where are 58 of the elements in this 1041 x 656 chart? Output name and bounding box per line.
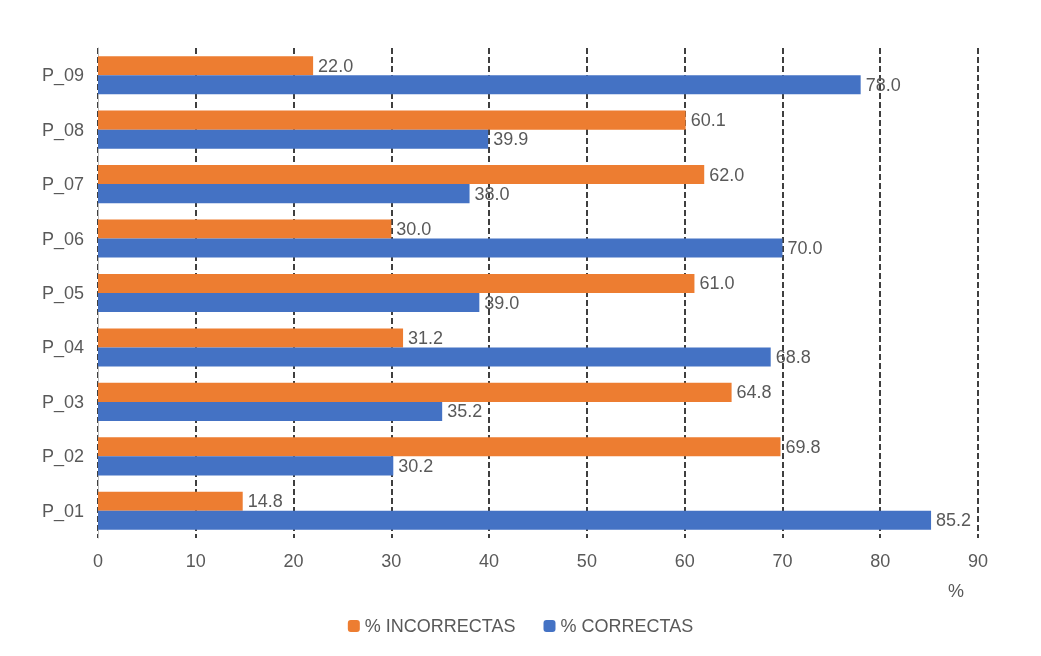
x-tick-label: 50 (576, 551, 597, 571)
data-label: 85.2 (936, 510, 972, 531)
data-label: 22.0 (318, 55, 354, 76)
data-label: 30.2 (398, 455, 434, 476)
x-tick-label: 90 (967, 551, 989, 571)
data-label: 30.0 (396, 219, 432, 240)
data-label: 61.0 (699, 273, 735, 294)
bar (98, 56, 314, 76)
x-tick-label: 20 (283, 551, 304, 571)
x-tick-label: 30 (381, 551, 402, 571)
x-axis-title: % (948, 581, 965, 601)
y-tick-label: P_01 (41, 500, 84, 522)
x-tick-label: 70 (772, 551, 793, 571)
bar (98, 437, 781, 457)
bar (98, 328, 404, 348)
bar (98, 510, 932, 530)
data-label: 64.8 (736, 382, 772, 403)
y-tick-label: P_07 (41, 174, 84, 196)
bar (98, 401, 443, 421)
x-tick-label: 10 (185, 551, 206, 571)
data-label: 39.9 (493, 129, 529, 150)
x-tick-label: 80 (870, 551, 891, 571)
legend-label: % INCORRECTAS (364, 616, 516, 636)
data-label: 39.0 (484, 292, 520, 313)
bar (98, 491, 243, 511)
x-tick-label: 0 (92, 551, 104, 571)
bar (98, 110, 686, 130)
y-tick-label: P_08 (41, 119, 84, 141)
x-tick-label: 60 (674, 551, 695, 571)
data-label: 14.8 (247, 491, 283, 512)
y-tick-label: P_03 (41, 391, 84, 413)
y-tick-label: P_04 (41, 337, 84, 359)
data-label: 69.8 (785, 436, 821, 457)
y-tick-label: P_05 (41, 283, 84, 304)
data-label: 31.2 (408, 327, 444, 348)
bar (98, 347, 771, 367)
bar (98, 382, 732, 402)
bar (98, 129, 489, 149)
bar (98, 219, 392, 239)
bar (98, 456, 394, 476)
y-tick-label: P_09 (41, 65, 84, 87)
data-label: 38.0 (474, 183, 510, 204)
legend-label: % CORRECTAS (560, 616, 694, 636)
bar (98, 184, 470, 204)
bar (98, 273, 695, 293)
bar (98, 238, 783, 258)
x-tick-label: 40 (479, 551, 500, 571)
data-label: 78.0 (865, 74, 901, 95)
data-label: 70.0 (787, 238, 823, 259)
data-label: 60.1 (690, 110, 726, 131)
bar (98, 75, 861, 95)
bar (98, 165, 705, 185)
y-tick-label: P_06 (41, 228, 84, 250)
data-label: 62.0 (709, 164, 745, 185)
data-label: 68.8 (775, 346, 811, 367)
y-tick-label: P_02 (41, 446, 84, 468)
bar (98, 293, 480, 313)
data-label: 35.2 (447, 401, 483, 422)
